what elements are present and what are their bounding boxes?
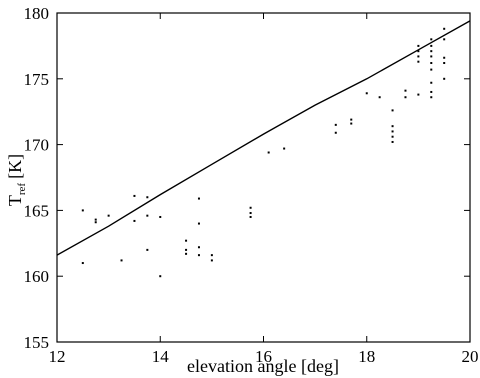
data-point [94, 218, 97, 221]
data-point [391, 125, 394, 128]
data-point [391, 130, 394, 133]
data-point [350, 118, 353, 121]
svg-text:Tref[K]: Tref [K] [5, 154, 28, 206]
data-point [417, 50, 420, 53]
data-point [334, 123, 337, 126]
data-points [81, 27, 446, 278]
data-point [430, 50, 433, 53]
data-point [350, 122, 353, 125]
data-point [146, 214, 149, 217]
data-point [249, 206, 252, 209]
y-axis-label-sub: ref [16, 183, 28, 196]
data-point [146, 248, 149, 251]
data-point [430, 81, 433, 84]
data-point [430, 90, 433, 93]
data-point [120, 259, 123, 262]
data-point [443, 62, 446, 65]
series-line [56, 20, 471, 256]
data-point [417, 44, 420, 47]
y-tick-label: 180 [24, 4, 50, 23]
data-point [133, 194, 136, 197]
x-axis-label: elevation angle [deg] [187, 356, 339, 376]
x-tick-label: 14 [152, 347, 170, 366]
data-point [443, 27, 446, 30]
axis-ticks: 12 14 16 18 20 155 160 165 170 175 180 [24, 4, 479, 366]
y-axis-label-main: T [5, 195, 25, 206]
y-tick-label: 155 [24, 333, 50, 352]
x-tick-label: 16 [255, 347, 272, 366]
data-point [430, 55, 433, 58]
data-point [81, 209, 84, 212]
data-point [391, 135, 394, 138]
y-tick-label: 160 [24, 267, 50, 286]
data-point [334, 131, 337, 134]
data-point [197, 254, 200, 257]
data-point [443, 56, 446, 59]
data-point [417, 60, 420, 63]
data-point [430, 38, 433, 41]
data-point [430, 62, 433, 65]
data-point [81, 262, 84, 265]
data-point [159, 275, 162, 278]
data-point [185, 252, 188, 255]
data-point [417, 55, 420, 58]
data-point [378, 96, 381, 99]
data-point [185, 239, 188, 242]
data-point [197, 222, 200, 225]
y-axis-label: Tref [K] [5, 154, 28, 206]
y-tick-label: 175 [24, 70, 50, 89]
data-point [249, 215, 252, 218]
data-point [430, 68, 433, 71]
data-point [197, 197, 200, 200]
data-point [430, 44, 433, 47]
y-axis-label-unit: [K] [5, 154, 25, 179]
data-point [146, 196, 149, 199]
x-tick-label: 12 [49, 347, 66, 366]
y-tick-label: 165 [24, 201, 50, 220]
data-point [267, 151, 270, 154]
data-point [404, 89, 407, 92]
data-point [210, 259, 213, 262]
data-point [365, 92, 368, 95]
data-point [404, 96, 407, 99]
data-point [430, 96, 433, 99]
data-point [185, 248, 188, 251]
data-point [94, 221, 97, 224]
data-point [283, 147, 286, 150]
data-point [107, 214, 110, 217]
data-point [443, 77, 446, 80]
data-point [249, 212, 252, 215]
y-tick-label: 170 [24, 136, 50, 155]
data-point [210, 254, 213, 257]
data-point [443, 38, 446, 41]
data-point [391, 109, 394, 112]
data-point [417, 93, 420, 96]
x-tick-label: 18 [358, 347, 375, 366]
data-point [133, 219, 136, 222]
data-point [391, 140, 394, 143]
data-point [159, 215, 162, 218]
x-tick-label: 20 [462, 347, 479, 366]
plot-frame [56, 12, 471, 343]
data-point [197, 246, 200, 249]
